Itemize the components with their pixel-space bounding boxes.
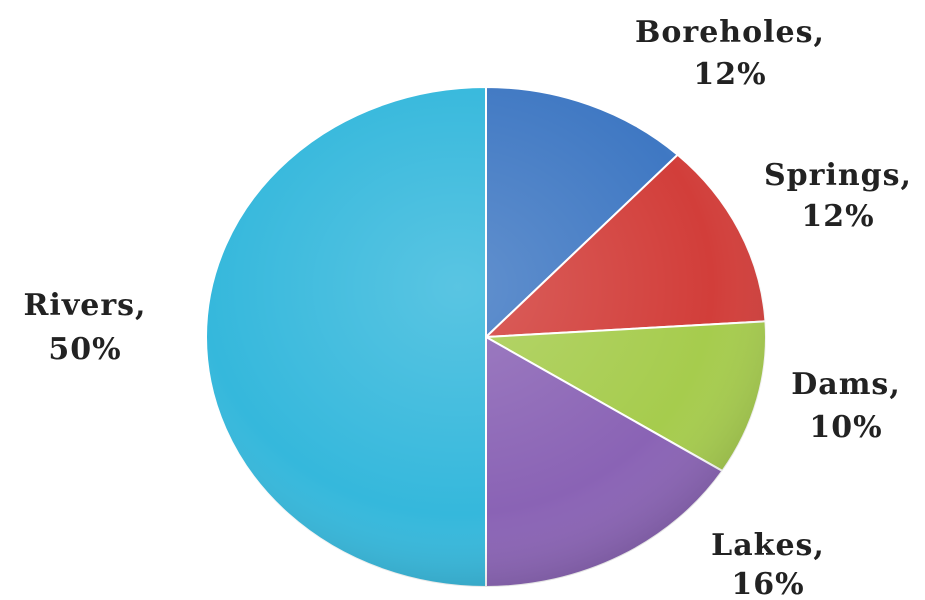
slice-label-rivers: Rivers, <box>24 288 147 323</box>
slice-label-dams: Dams, <box>791 367 901 402</box>
slice-value-springs: 12% <box>801 199 874 234</box>
pie-slices <box>205 85 767 589</box>
slice-label-lakes: Lakes, <box>711 528 825 563</box>
slice-value-lakes: 16% <box>731 567 804 600</box>
slice-label-boreholes: Boreholes, <box>635 15 825 50</box>
slice-value-boreholes: 12% <box>693 57 766 92</box>
pie-slice-rivers <box>205 85 487 589</box>
pie-labels: Boreholes, 12% Springs, 12% Dams, 10% Lakes, 16… <box>24 15 912 600</box>
slice-value-dams: 10% <box>809 410 882 445</box>
slice-label-springs: Springs, <box>764 158 912 193</box>
slice-value-rivers: 50% <box>48 332 121 367</box>
